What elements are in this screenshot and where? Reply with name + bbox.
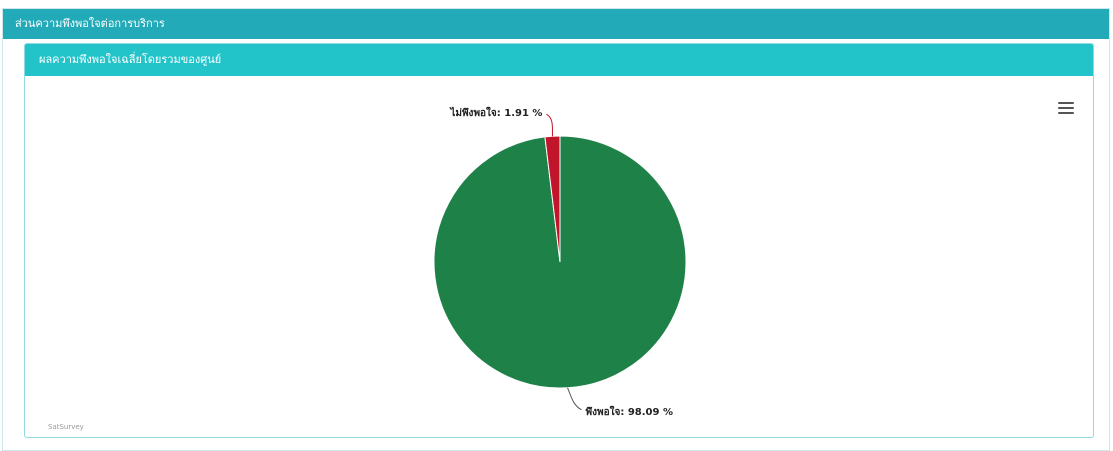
panel-title: ส่วนความพึงพอใจต่อการบริการ	[3, 9, 1109, 39]
connector-unsatisfied	[546, 113, 553, 137]
menu-line	[1058, 107, 1074, 109]
chart-credits[interactable]: SatSurvey	[48, 423, 84, 431]
data-label-satisfied: พึงพอใจ: 98.09 %	[586, 405, 673, 418]
chart-card: ผลความพึงพอใจเฉลี่ยโดยรวมของศูนย์	[24, 43, 1094, 438]
menu-line	[1058, 112, 1074, 114]
card-title: ผลความพึงพอใจเฉลี่ยโดยรวมของศูนย์	[25, 44, 1093, 76]
data-label-unsatisfied: ไม่พึงพอใจ: 1.91 %	[449, 106, 542, 119]
connector-satisfied	[567, 387, 582, 411]
hamburger-menu-icon[interactable]	[1058, 102, 1074, 116]
menu-line	[1058, 102, 1074, 104]
